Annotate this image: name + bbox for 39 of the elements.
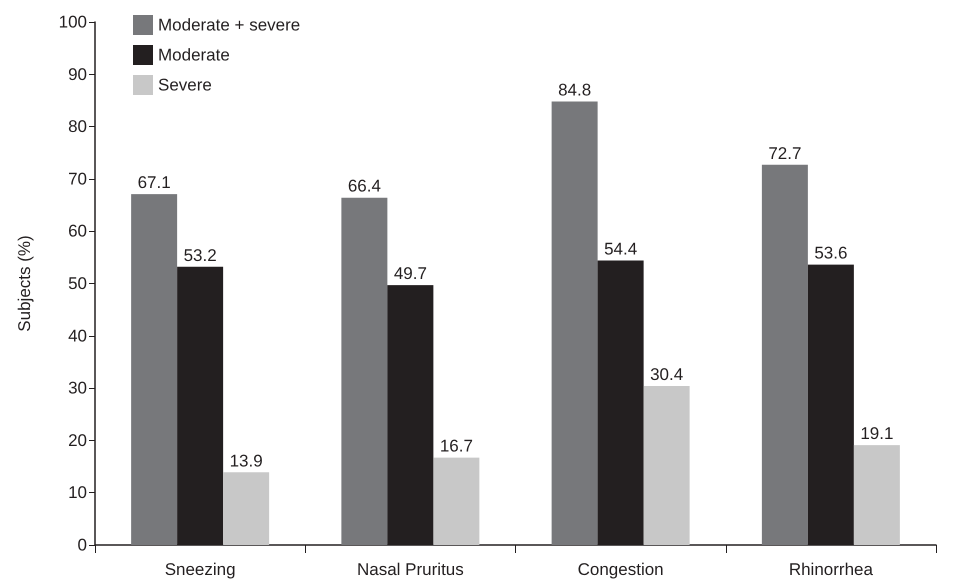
bar [131,194,178,545]
data-label: 49.7 [394,264,427,284]
data-label: 53.6 [814,244,848,263]
legend-label: Moderate + severe [158,16,300,34]
data-label: 72.7 [768,144,802,163]
data-label: 54.4 [604,239,638,258]
y-tick-label: 70 [68,169,87,188]
y-tick-label: 80 [68,117,87,136]
bar [762,164,808,545]
data-label: 16.7 [440,436,473,456]
y-axis-title: Subjects (%) [15,235,34,332]
bar [854,445,900,545]
bar [223,472,270,545]
data-label: 53.2 [184,246,217,265]
x-tick-label: Congestion [578,560,664,579]
y-tick-label: 30 [68,378,87,398]
data-label: 67.1 [138,173,171,192]
x-tick-label: Nasal Pruritus [356,560,464,579]
y-tick-label: 90 [68,64,87,84]
x-tick-label: Rhinorrhea [788,560,874,579]
y-tick-label: 60 [68,222,87,241]
bar [552,101,598,545]
bar [433,458,480,545]
data-label: 13.9 [230,451,263,470]
data-label: 66.4 [348,176,381,196]
y-tick-label: 50 [68,274,87,293]
y-tick-label: 10 [68,483,87,502]
data-label: 84.8 [558,80,592,100]
y-tick-label: 20 [68,430,87,450]
bar [341,198,388,545]
y-tick-label: 100 [58,12,87,32]
bar [644,386,690,545]
data-label: 19.1 [860,424,894,444]
legend-label: Moderate [158,46,230,64]
legend-label: Severe [158,76,212,94]
data-label: 30.4 [650,365,684,384]
x-tick-label: Sneezing [164,560,236,579]
y-tick-label: 0 [78,536,87,554]
y-tick-label: 40 [68,326,87,346]
